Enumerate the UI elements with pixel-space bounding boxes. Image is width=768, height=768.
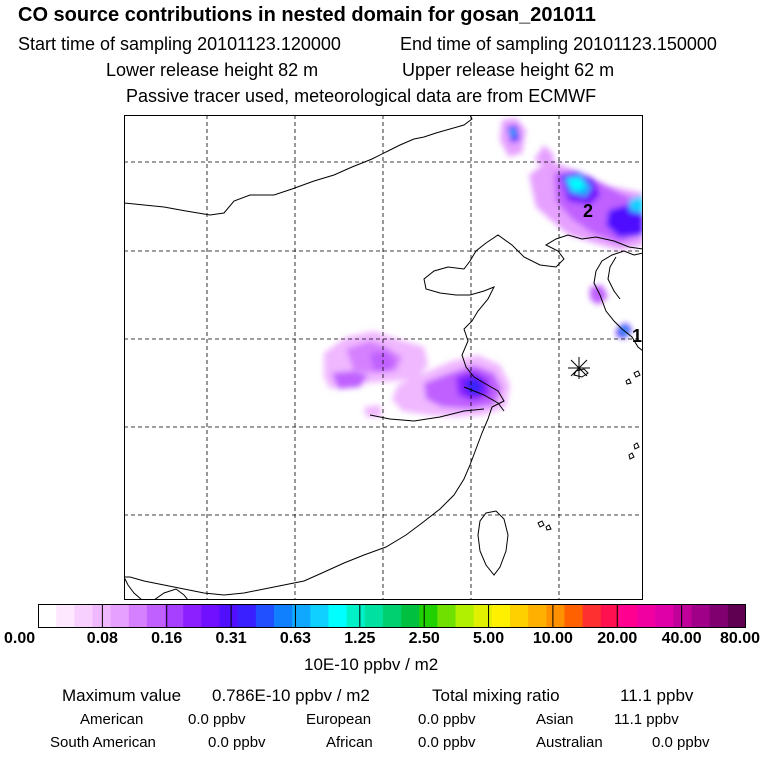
colorbar-cell <box>274 604 293 628</box>
lower-release-height: Lower release height 82 m <box>106 60 319 80</box>
region-name: African <box>326 734 373 751</box>
colorbar-tick-label: 5.00 <box>472 630 505 647</box>
start-time: Start time of sampling 20101123.120000 <box>18 34 341 54</box>
colorbar-cell <box>165 604 184 628</box>
colorbar-cell <box>528 604 547 628</box>
colorbar-tick-label: 20.00 <box>597 630 638 647</box>
colorbar-cell <box>473 604 493 628</box>
region-value: 0.0 ppbv <box>188 711 246 728</box>
total-mixing-label: Total mixing ratio <box>432 686 560 705</box>
colorbar-cell <box>727 604 746 628</box>
colorbar-tick-label: 0.00 <box>4 630 36 647</box>
colorbar-cell <box>618 604 638 628</box>
region-value: 0.0 ppbv <box>652 734 710 751</box>
lat-lon-grid <box>124 115 643 600</box>
colorbar-tick-label: 0.16 <box>151 630 183 647</box>
colorbar-tick-label: 0.08 <box>86 630 118 647</box>
colorbar-cell <box>382 604 402 628</box>
colorbar-tick-label: 1.25 <box>344 630 376 647</box>
colorbar-cell <box>346 604 366 628</box>
colorbar <box>38 604 746 628</box>
upper-release-height: Upper release height 62 m <box>402 60 615 80</box>
colorbar-cell <box>146 604 166 628</box>
colorbar-tick-label: 0.63 <box>279 630 312 647</box>
coastlines <box>124 115 643 600</box>
colorbar-cell <box>364 604 384 628</box>
source-marker-2: 2 <box>583 201 593 221</box>
region-name: American <box>80 711 144 728</box>
colorbar-cell <box>546 604 566 628</box>
colorbar-cell <box>74 604 94 628</box>
colorbar-cell <box>219 604 239 628</box>
region-value: 0.0 ppbv <box>208 734 266 751</box>
region-name: European <box>306 711 372 728</box>
colorbar-cell <box>328 604 348 628</box>
colorbar-cell <box>582 604 602 628</box>
region-value: 0.0 ppbv <box>418 734 476 751</box>
colorbar-tick-label: 10.00 <box>532 630 573 647</box>
colorbar-cell <box>437 604 457 628</box>
colorbar-cell <box>237 604 257 628</box>
region-name: Australian <box>536 734 603 751</box>
colorbar-cell <box>455 604 475 628</box>
max-value-label: Maximum value <box>62 686 182 705</box>
colorbar-cell <box>564 604 584 628</box>
colorbar-cell <box>128 604 148 628</box>
colorbar-cell <box>201 604 221 628</box>
region-name: Asian <box>536 711 574 728</box>
asterisk-icon <box>568 357 590 379</box>
colorbar-cell <box>56 604 75 628</box>
colorbar-cell <box>600 604 620 628</box>
colorbar-cell <box>92 604 112 628</box>
colorbar-cell <box>38 604 57 628</box>
region-value: 11.1 ppbv <box>614 711 679 728</box>
colorbar-cell <box>673 604 693 628</box>
colorbar-cell <box>637 604 656 628</box>
tracer-note: Passive tracer used, meteorological data… <box>126 86 597 106</box>
colorbar-cell <box>691 604 711 628</box>
source-marker-1: 1 <box>632 326 642 346</box>
max-value: 0.786E-10 ppbv / m2 <box>212 686 370 705</box>
region-name: South American <box>50 734 156 751</box>
region-value: 0.0 ppbv <box>418 711 476 728</box>
colorbar-cell <box>401 604 420 628</box>
map-panel: 2 1 <box>124 115 643 600</box>
colorbar-cell <box>709 604 729 628</box>
map-frame <box>124 115 643 600</box>
colorbar-cell <box>110 604 130 628</box>
colorbar-cell <box>255 604 275 628</box>
colorbar-unit: 10E-10 ppbv / m2 <box>304 655 439 674</box>
plot-title: CO source contributions in nested domain… <box>18 4 596 26</box>
colorbar-tick-label: 0.31 <box>215 630 247 647</box>
colorbar-cell <box>491 604 511 628</box>
colorbar-cell <box>310 604 330 628</box>
colorbar-tick-label: 40.00 <box>661 630 702 647</box>
colorbar-tick-label: 2.50 <box>408 630 440 647</box>
colorbar-cell <box>510 604 529 628</box>
colorbar-frame <box>38 604 746 628</box>
colorbar-cell <box>183 604 202 628</box>
colorbar-cell <box>292 604 311 628</box>
colorbar-tick-label: 80.00 <box>719 630 760 647</box>
total-mixing-value: 11.1 ppbv <box>620 686 694 705</box>
end-time: End time of sampling 20101123.150000 <box>400 34 717 54</box>
colorbar-cell <box>419 604 438 628</box>
colorbar-cell <box>655 604 674 628</box>
